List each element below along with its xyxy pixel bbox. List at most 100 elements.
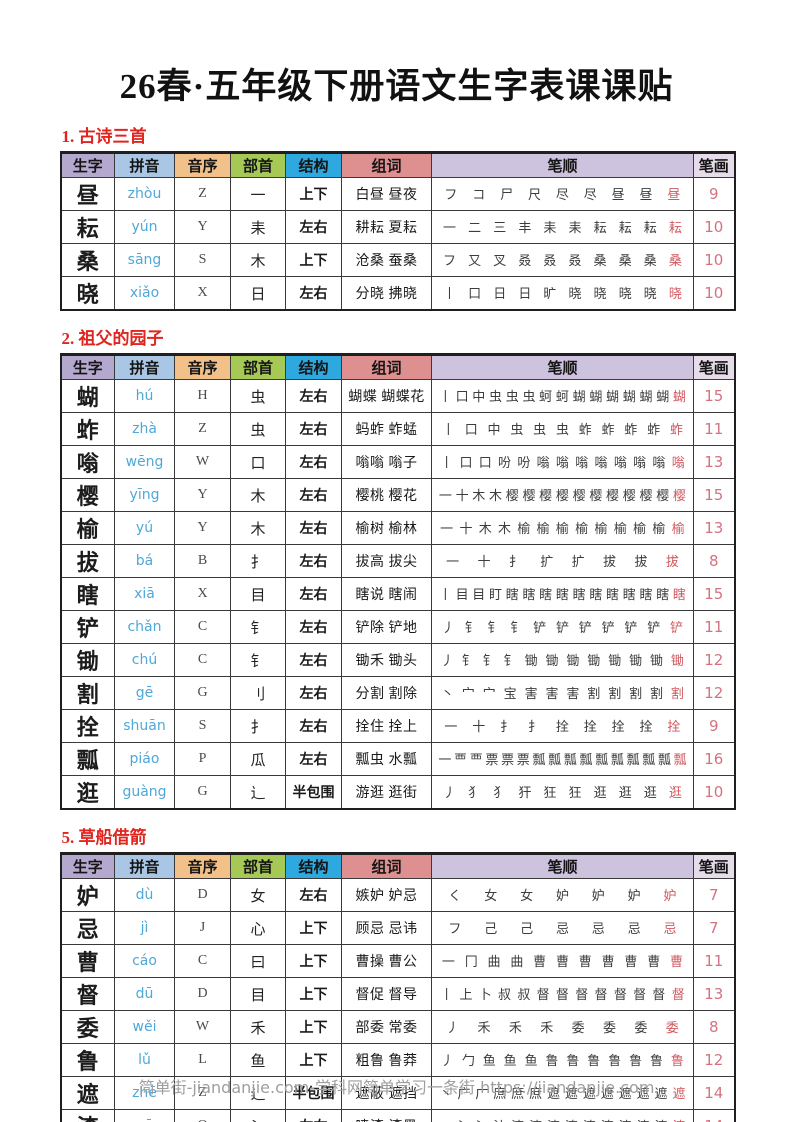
table-row: 昼 zhòu Z 一上下 白昼 昼夜フコ尸尺尽尽昼昼昼 9 [60, 177, 735, 211]
pinyin-cell: dù [114, 878, 175, 912]
character-cell: 锄 [60, 643, 115, 677]
table-row: 晓 xiǎo X 日左右 分晓 拂晓丨口日日旷晓晓晓晓晓 10 [60, 276, 735, 311]
character-cell: 逛 [60, 775, 115, 810]
table-row: 委 wěi W 禾上下 部委 常委丿禾禾禾委委委委 8 [60, 1010, 735, 1044]
radical-cell: 钅 [230, 610, 286, 644]
structure-cell: 左右 [285, 210, 342, 244]
pinyin-cell: yīng [114, 478, 175, 512]
stroke-step: 鲁 [566, 1052, 580, 1068]
table-row: 瓢 piáo P 瓜左右 瓢虫 水瓢一覀覀票票票瓢瓢瓢瓢瓢瓢瓢瓢瓢瓢 16 [60, 742, 735, 776]
stroke-step: 锄 [587, 652, 601, 668]
stroke-order-cell: 一二三丰耒耒耘耘耘耘 [431, 210, 694, 244]
words-cell: 曹操 曹公 [341, 944, 432, 978]
pinyin-cell: hú [114, 379, 175, 413]
stroke-step: 尺 [528, 186, 542, 202]
stroke-step: 叉 [493, 252, 507, 268]
stroke-step: 鲁 [587, 1052, 601, 1068]
stroke-step: 逛 [618, 784, 632, 800]
column-header: 音序 [174, 354, 231, 380]
stroke-step: 蝴 [656, 388, 670, 404]
words-cell: 耕耘 夏耘 [341, 210, 432, 244]
words-cell: 白昼 昼夜 [341, 177, 432, 211]
stroke-step: 桑 [668, 252, 682, 268]
stroke-step: 害 [524, 685, 538, 701]
words-cell: 蚂蚱 蚱蜢 [341, 412, 432, 446]
alphabetical-order-cell: W [174, 445, 231, 479]
column-header: 笔顺 [431, 354, 694, 380]
pinyin-cell: lǔ [114, 1043, 175, 1077]
structure-cell: 左右 [285, 643, 342, 677]
character-cell: 曹 [60, 944, 115, 978]
structure-cell: 左右 [285, 742, 342, 776]
stroke-step: 樱 [672, 487, 686, 503]
character-cell: 蝴 [60, 379, 115, 413]
stroke-step: 督 [633, 986, 647, 1002]
character-cell: 榆 [60, 511, 115, 545]
stroke-order-cell: 丿钅钅钅锄锄锄锄锄锄锄锄 [431, 643, 694, 677]
stroke-step: 逛 [593, 784, 607, 800]
stroke-step: 氵 [457, 1120, 470, 1122]
stroke-step: 十 [459, 520, 473, 536]
stroke-step: 割 [670, 685, 684, 701]
character-cell: 妒 [60, 878, 115, 912]
stroke-order-strip: 一冂曲曲曹曹曹曹曹曹曹 [437, 955, 688, 968]
stroke-step: 榆 [652, 520, 666, 536]
alphabetical-order-cell: G [174, 676, 231, 710]
character-cell: 督 [60, 977, 115, 1011]
stroke-step: 蝴 [672, 388, 686, 404]
character-cell: 昼 [60, 177, 115, 211]
stroke-step: 桑 [643, 252, 657, 268]
stroke-step: 鱼 [503, 1052, 517, 1068]
words-cell: 沧桑 蚕桑 [341, 243, 432, 277]
alphabetical-order-cell: Z [174, 177, 231, 211]
radical-cell: 日 [230, 276, 286, 311]
stroke-step: 口 [464, 421, 478, 437]
pinyin-cell: xiā [114, 577, 175, 611]
stroke-step: 妒 [627, 887, 641, 903]
stroke-step: 瞎 [572, 586, 586, 602]
stroke-step: 瞎 [639, 586, 653, 602]
table-row: 割 gē G 刂左右 分割 割除丶宀宀宝害害害割割割割割 12 [60, 676, 735, 710]
pinyin-cell: wěi [114, 1010, 175, 1044]
stroke-count-cell: 8 [693, 1010, 735, 1044]
stroke-step: 漆 [655, 1120, 668, 1122]
stroke-step: 覀 [454, 751, 468, 767]
stroke-step: 丨 [440, 454, 454, 470]
table-row: 曹 cáo C 曰上下 曹操 曹公一冂曲曲曹曹曹曹曹曹曹 11 [60, 944, 735, 978]
stroke-step: 冂 [464, 953, 478, 969]
table-row: 妒 dù D 女左右 嫉妒 妒忌く女女妒妒妒妒 7 [60, 878, 735, 912]
stroke-step: 遮 [672, 1085, 686, 1101]
stroke-count-cell: 7 [693, 878, 735, 912]
vocab-table: 生字 拼音 音序 部首 结构 组词 笔顺 笔画妒 dù D 女左右 嫉妒 妒忌く女女妒妒妒妒 7 忌 jì J… [59, 852, 736, 1122]
alphabetical-order-cell: Z [174, 412, 231, 446]
stroke-step: 扩 [540, 553, 554, 569]
stroke-step: 丿 [440, 652, 454, 668]
stroke-step: 口 [455, 388, 469, 404]
stroke-step: 己 [520, 920, 534, 936]
stroke-step: 丨 [443, 285, 457, 301]
stroke-step: 庶 [529, 1085, 543, 1101]
structure-cell: 左右 [285, 379, 342, 413]
stroke-step: 虫 [555, 421, 569, 437]
column-header: 结构 [285, 354, 342, 380]
stroke-step: 害 [566, 685, 580, 701]
stroke-step: 禾 [477, 1019, 491, 1035]
stroke-order-cell: 丨上卜叔叔督督督督督督督督 [431, 977, 694, 1011]
structure-cell: 上下 [285, 977, 342, 1011]
radical-cell: 耒 [230, 210, 286, 244]
stroke-count-cell: 12 [693, 1043, 735, 1077]
stroke-step: 锄 [524, 652, 538, 668]
stroke-step: 漆 [547, 1120, 560, 1122]
radical-cell: 鱼 [230, 1043, 286, 1077]
radical-cell: 木 [230, 478, 286, 512]
words-cell: 遮蔽 遮挡 [341, 1076, 432, 1110]
stroke-step: 丶 [439, 1120, 452, 1122]
stroke-step: 吩 [517, 454, 531, 470]
stroke-step: 锄 [629, 652, 643, 668]
structure-cell: 左右 [285, 709, 342, 743]
stroke-step: 卜 [478, 986, 492, 1002]
column-header: 音序 [174, 853, 231, 879]
stroke-step: 拴 [611, 718, 625, 734]
stroke-step: 蝴 [589, 388, 603, 404]
stroke-step: 扌 [500, 718, 514, 734]
